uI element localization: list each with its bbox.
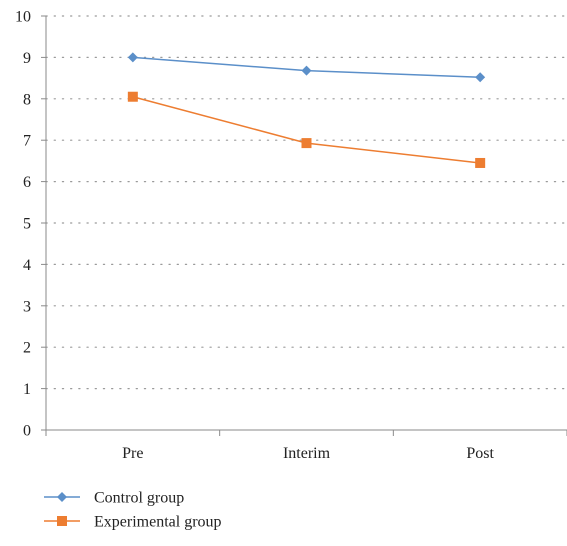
axes	[41, 15, 567, 436]
y-tick-label-8: 8	[23, 91, 31, 108]
data-point-experimental-group-interim	[301, 138, 312, 149]
y-tick-label-10: 10	[15, 9, 31, 26]
legend-item-control-group: Control group	[44, 490, 184, 507]
x-tick-label-interim: Interim	[283, 445, 331, 462]
x-tick-label-pre: Pre	[122, 445, 143, 462]
data-point-experimental-group-post	[475, 157, 486, 168]
series	[127, 52, 486, 168]
legend-label-experimental-group: Experimental group	[94, 514, 222, 531]
data-point-control-group-post	[475, 72, 486, 83]
y-tick-label-1: 1	[23, 381, 31, 398]
series-experimental-group	[127, 91, 486, 168]
y-tick-label-5: 5	[23, 216, 31, 233]
y-tick-label-6: 6	[23, 174, 31, 191]
legend-marker-control-group	[57, 492, 67, 502]
legend-marker-experimental-group	[57, 516, 67, 526]
y-tick-label-2: 2	[23, 340, 31, 357]
y-tick-label-7: 7	[23, 133, 31, 150]
data-point-control-group-pre	[127, 52, 138, 63]
legend-item-experimental-group: Experimental group	[44, 514, 222, 531]
legend: Control group Experimental group	[44, 490, 222, 531]
x-tick-labels: Pre Interim Post	[122, 445, 494, 462]
gridlines	[45, 15, 567, 390]
y-tick-label-4: 4	[23, 257, 31, 274]
series-line-experimental-group	[132, 96, 481, 164]
data-point-control-group-interim	[301, 65, 312, 76]
x-tick-label-post: Post	[466, 445, 494, 462]
series-control-group	[127, 52, 486, 83]
data-point-experimental-group-pre	[127, 91, 138, 102]
y-tick-label-9: 9	[23, 50, 31, 67]
y-tick-labels: 0 1 2 3 4 5 6 7 8 9 10	[15, 9, 31, 440]
y-tick-label-0: 0	[23, 423, 31, 440]
legend-label-control-group: Control group	[94, 490, 184, 507]
y-tick-label-3: 3	[23, 298, 31, 315]
